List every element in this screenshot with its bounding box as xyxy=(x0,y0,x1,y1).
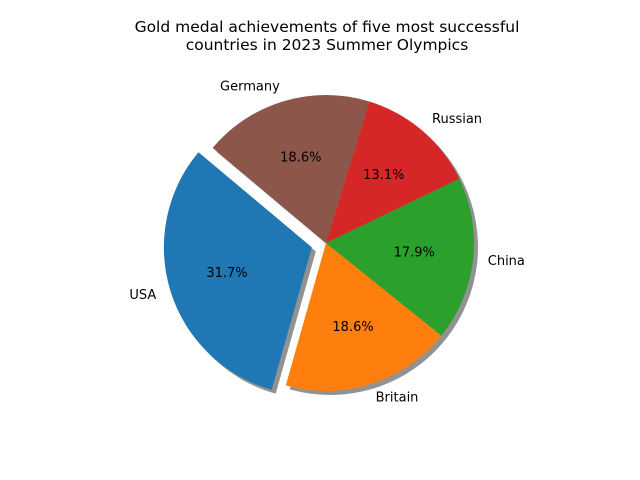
pie-labels: USA 31.7% Britain 18.6% China 17.9% Russian 13.… xyxy=(129,79,525,405)
percent-label-germany: 18.6% xyxy=(280,150,321,165)
pie-slice-usa xyxy=(163,152,312,390)
pie-slice-china xyxy=(326,178,474,336)
percent-label-russian: 13.1% xyxy=(363,168,404,183)
slice-label-britain: Britain xyxy=(376,391,419,406)
chart-title-line-2: countries in 2023 Summer Olympics xyxy=(186,36,469,54)
slice-label-usa: USA xyxy=(129,288,156,303)
pie-slice-britain xyxy=(285,243,442,391)
pie-slices xyxy=(163,95,474,391)
pie-slice-russian xyxy=(326,101,460,243)
slice-label-russian: Russian xyxy=(432,112,482,127)
percent-label-britain: 18.6% xyxy=(332,320,373,335)
percent-label-usa: 31.7% xyxy=(206,266,247,281)
slice-label-china: China xyxy=(488,254,525,269)
slice-label-germany: Germany xyxy=(220,79,280,94)
chart-title-line-1: Gold medal achievements of five most suc… xyxy=(135,18,520,36)
pie-slice-germany xyxy=(212,95,370,243)
percent-label-china: 17.9% xyxy=(394,246,435,261)
